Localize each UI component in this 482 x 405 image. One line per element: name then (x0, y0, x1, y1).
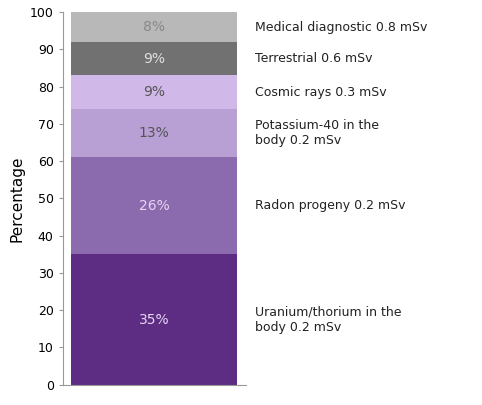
Text: 8%: 8% (143, 20, 165, 34)
Text: 13%: 13% (139, 126, 170, 140)
Text: Terrestrial 0.6 mSv: Terrestrial 0.6 mSv (255, 52, 373, 65)
Bar (71, 254, 238, 385)
Text: Potassium-40 in the
body 0.2 mSv: Potassium-40 in the body 0.2 mSv (255, 119, 379, 147)
Text: 26%: 26% (139, 199, 170, 213)
Text: 9%: 9% (143, 52, 165, 66)
Text: Medical diagnostic 0.8 mSv: Medical diagnostic 0.8 mSv (255, 21, 428, 34)
Bar (71, 75, 238, 109)
Bar (71, 109, 238, 158)
Text: 35%: 35% (139, 313, 170, 326)
Text: Uranium/thorium in the
body 0.2 mSv: Uranium/thorium in the body 0.2 mSv (255, 305, 402, 334)
Y-axis label: Percentage: Percentage (9, 155, 24, 242)
Bar (71, 42, 238, 75)
Text: Radon progeny 0.2 mSv: Radon progeny 0.2 mSv (255, 199, 406, 212)
Text: Cosmic rays 0.3 mSv: Cosmic rays 0.3 mSv (255, 86, 387, 99)
Text: 9%: 9% (143, 85, 165, 99)
Bar (71, 158, 238, 254)
Bar (71, 12, 238, 42)
